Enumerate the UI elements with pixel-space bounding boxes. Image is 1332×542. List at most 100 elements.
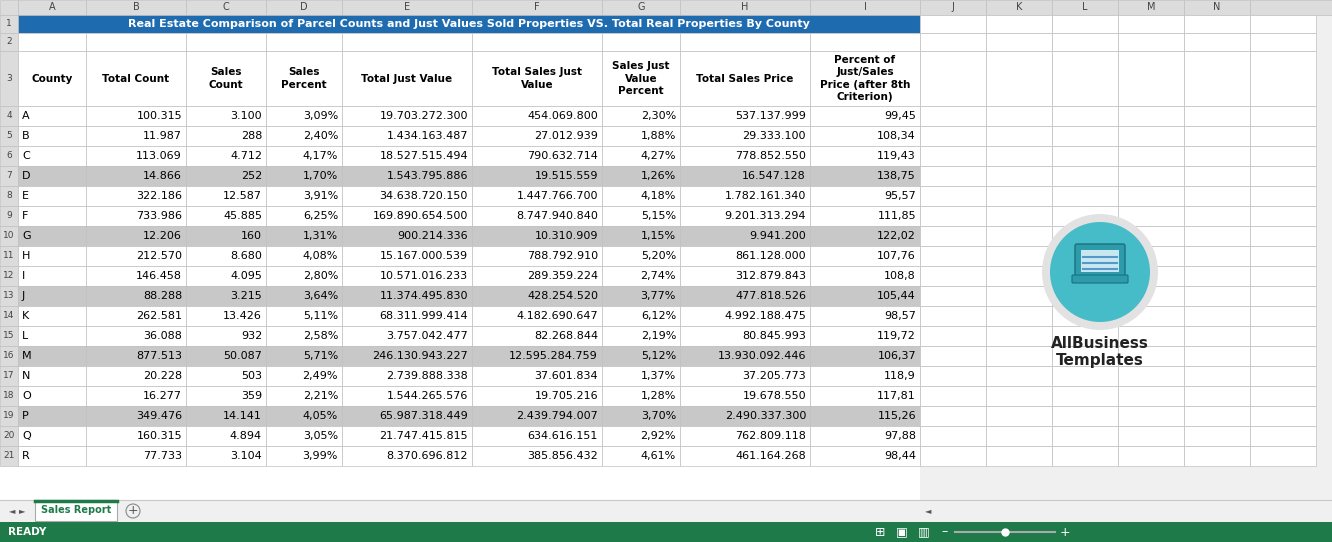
Bar	[986, 106, 1052, 126]
Text: 2,30%: 2,30%	[641, 111, 677, 121]
Bar	[1249, 266, 1316, 286]
Bar	[1249, 106, 1316, 126]
Text: 1.434.163.487: 1.434.163.487	[386, 131, 468, 141]
Bar	[186, 186, 266, 206]
Bar	[1184, 106, 1249, 126]
FancyBboxPatch shape	[1075, 244, 1126, 278]
Bar	[602, 306, 681, 326]
Text: Real Estate Comparison of Parcel Counts and Just Values Sold Properties VS. Tota: Real Estate Comparison of Parcel Counts …	[128, 19, 810, 29]
Text: 454.069.800: 454.069.800	[527, 111, 598, 121]
Text: 4,08%: 4,08%	[302, 251, 338, 261]
Text: G: G	[23, 231, 31, 241]
Bar	[1052, 326, 1118, 346]
Bar	[87, 146, 186, 166]
Text: Total Count: Total Count	[103, 74, 169, 83]
Text: 3,09%: 3,09%	[302, 111, 338, 121]
Bar	[19, 15, 920, 33]
Bar	[1118, 106, 1184, 126]
Text: Templates: Templates	[1056, 352, 1144, 367]
Bar	[920, 426, 986, 446]
Text: 100.315: 100.315	[136, 111, 182, 121]
Text: 5,11%: 5,11%	[302, 311, 338, 321]
Bar	[986, 0, 1052, 15]
Text: 4.992.188.475: 4.992.188.475	[725, 311, 806, 321]
Bar	[87, 406, 186, 426]
Bar	[186, 33, 266, 51]
Text: 3,05%: 3,05%	[302, 431, 338, 441]
Text: Sales Report: Sales Report	[41, 505, 111, 515]
Text: 146.458: 146.458	[136, 271, 182, 281]
Bar	[810, 406, 920, 426]
Bar	[681, 126, 810, 146]
Text: 99,45: 99,45	[884, 111, 916, 121]
Bar	[920, 0, 986, 15]
Bar	[810, 186, 920, 206]
Bar	[1118, 186, 1184, 206]
Text: 113.069: 113.069	[136, 151, 182, 161]
Bar	[342, 366, 472, 386]
Bar	[602, 51, 681, 106]
Bar	[472, 306, 602, 326]
Bar	[681, 406, 810, 426]
Text: 3,64%: 3,64%	[302, 291, 338, 301]
Bar	[810, 146, 920, 166]
Bar	[19, 226, 87, 246]
Bar	[472, 0, 602, 15]
Text: 68.311.999.414: 68.311.999.414	[380, 311, 468, 321]
Bar	[87, 106, 186, 126]
Text: 14: 14	[3, 312, 15, 320]
Text: 50.087: 50.087	[224, 351, 262, 361]
Bar	[986, 146, 1052, 166]
Bar	[681, 306, 810, 326]
Bar	[0, 426, 19, 446]
Bar	[1052, 33, 1118, 51]
Text: 16: 16	[3, 352, 15, 360]
Text: 3,70%: 3,70%	[641, 411, 677, 421]
Bar	[1118, 226, 1184, 246]
Bar	[87, 446, 186, 466]
Text: 107,76: 107,76	[878, 251, 916, 261]
Text: ►: ►	[19, 507, 25, 515]
Text: 1,37%: 1,37%	[641, 371, 677, 381]
Bar	[920, 446, 986, 466]
Bar	[681, 166, 810, 186]
Bar	[920, 0, 1332, 500]
Bar	[1052, 226, 1118, 246]
Text: 16.547.128: 16.547.128	[742, 171, 806, 181]
Bar	[602, 0, 681, 15]
Bar	[0, 33, 19, 51]
Bar	[266, 246, 342, 266]
Text: 461.164.268: 461.164.268	[735, 451, 806, 461]
Text: C: C	[23, 151, 29, 161]
Text: 900.214.336: 900.214.336	[397, 231, 468, 241]
Circle shape	[1050, 222, 1150, 322]
Text: 1.544.265.576: 1.544.265.576	[386, 391, 468, 401]
Bar	[472, 446, 602, 466]
Bar	[920, 126, 986, 146]
Bar	[87, 126, 186, 146]
Text: 117,81: 117,81	[878, 391, 916, 401]
Text: 428.254.520: 428.254.520	[527, 291, 598, 301]
Text: 10.571.016.233: 10.571.016.233	[380, 271, 468, 281]
Text: 9.941.200: 9.941.200	[749, 231, 806, 241]
Bar	[1118, 166, 1184, 186]
Bar	[266, 33, 342, 51]
Text: 12.587: 12.587	[222, 191, 262, 201]
Text: 10.310.909: 10.310.909	[534, 231, 598, 241]
Bar	[342, 386, 472, 406]
Text: 4,05%: 4,05%	[302, 411, 338, 421]
Bar	[920, 51, 986, 106]
Bar	[186, 266, 266, 286]
Bar	[472, 346, 602, 366]
Bar	[472, 206, 602, 226]
Bar	[342, 446, 472, 466]
Bar	[186, 0, 266, 15]
Bar	[472, 106, 602, 126]
Bar	[920, 346, 986, 366]
Text: 19.705.216: 19.705.216	[534, 391, 598, 401]
Bar	[0, 186, 19, 206]
Text: 4,18%: 4,18%	[641, 191, 677, 201]
Bar	[266, 106, 342, 126]
Text: J: J	[951, 3, 955, 12]
Text: J: J	[23, 291, 25, 301]
